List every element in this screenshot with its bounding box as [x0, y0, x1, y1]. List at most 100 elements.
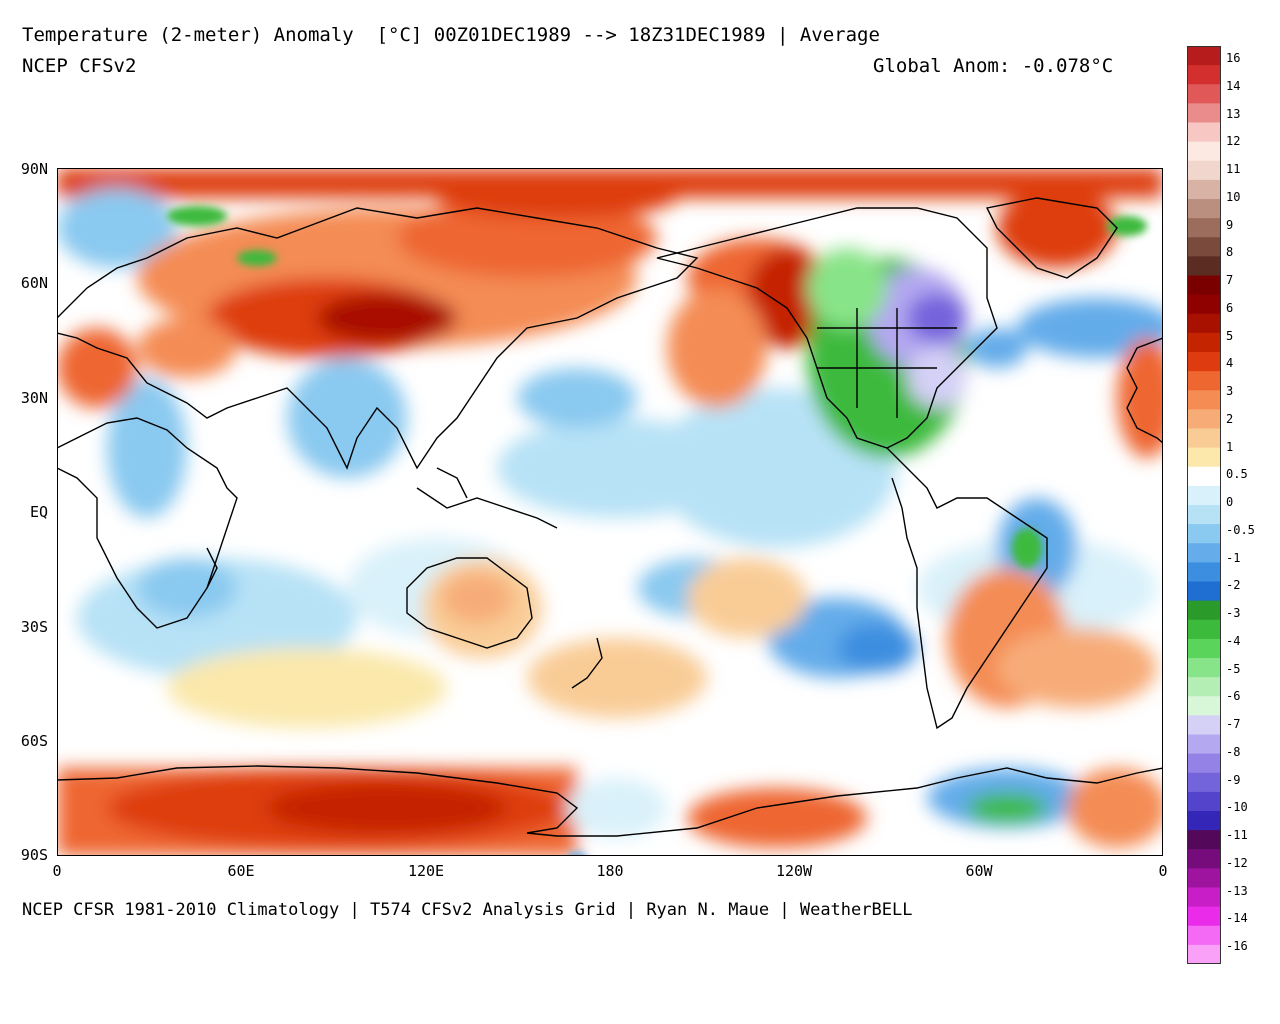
- colorbar-swatch: [1187, 696, 1221, 716]
- colorbar-label: 13: [1226, 106, 1241, 121]
- colorbar-swatch: [1187, 791, 1221, 812]
- lon-label: 60W: [965, 862, 993, 880]
- colorbar-swatch: [1187, 275, 1221, 296]
- colorbar-swatch: [1187, 332, 1221, 353]
- colorbar: [1187, 46, 1221, 964]
- colorbar-swatch: [1187, 179, 1221, 200]
- colorbar-swatch: [1187, 485, 1221, 506]
- colorbar-swatch: [1187, 600, 1221, 621]
- colorbar-swatch: [1187, 638, 1221, 659]
- colorbar-swatch: [1187, 543, 1221, 563]
- colorbar-swatch: [1187, 256, 1221, 276]
- colorbar-swatch: [1187, 734, 1221, 755]
- lon-label: 0: [1158, 862, 1168, 880]
- colorbar-label: 0: [1226, 495, 1234, 509]
- colorbar-swatch: [1187, 753, 1221, 774]
- anomaly-map: [57, 168, 1163, 856]
- colorbar-label: -6: [1226, 689, 1241, 704]
- lon-label: 120E: [407, 862, 445, 880]
- colorbar-swatch: [1187, 199, 1221, 219]
- colorbar-label: 3: [1226, 384, 1234, 398]
- colorbar-swatch: [1187, 868, 1221, 888]
- colorbar-label: 9: [1226, 217, 1234, 232]
- colorbar-label: -11: [1226, 828, 1248, 842]
- colorbar-swatch: [1187, 428, 1221, 449]
- colorbar-swatch: [1187, 160, 1221, 181]
- colorbar-label: -13: [1226, 883, 1248, 898]
- colorbar-swatch: [1187, 390, 1221, 410]
- colorbar-swatch: [1187, 658, 1221, 678]
- colorbar-swatch: [1187, 887, 1221, 908]
- map-title: Temperature (2-meter) Anomaly [°C] 00Z01…: [22, 24, 880, 46]
- colorbar-swatch: [1187, 811, 1221, 831]
- colorbar-label: -8: [1226, 744, 1241, 759]
- footer-credits: NCEP CFSR 1981-2010 Climatology | T574 C…: [22, 900, 913, 920]
- colorbar-swatch: [1187, 447, 1221, 468]
- colorbar-label: -9: [1226, 772, 1241, 787]
- lat-label: 60N: [20, 274, 48, 292]
- anomaly-field: [57, 168, 1163, 856]
- colorbar-swatch: [1187, 352, 1221, 372]
- lon-label: 60E: [227, 862, 255, 880]
- colorbar-label: 6: [1226, 300, 1234, 315]
- colorbar-swatch: [1187, 925, 1221, 946]
- colorbar-swatch: [1187, 122, 1221, 143]
- colorbar-swatch: [1187, 46, 1221, 66]
- colorbar-label: 4: [1226, 356, 1234, 371]
- colorbar-swatch: [1187, 141, 1221, 162]
- colorbar-label: 12: [1226, 134, 1241, 149]
- colorbar-swatch: [1187, 466, 1221, 487]
- colorbar-label: -2: [1226, 578, 1241, 593]
- colorbar-label: -0.5: [1226, 522, 1255, 537]
- coastlines: [57, 197, 1163, 837]
- colorbar-swatch: [1187, 830, 1221, 850]
- colorbar-label: 16: [1226, 51, 1241, 65]
- colorbar-label: 0.5: [1226, 467, 1248, 482]
- lat-label: 60S: [20, 732, 48, 750]
- colorbar-border: [1187, 46, 1221, 964]
- colorbar-swatch: [1187, 218, 1221, 238]
- colorbar-label: 2: [1226, 411, 1234, 426]
- colorbar-label: -1: [1226, 550, 1241, 565]
- colorbar-swatch: [1187, 677, 1221, 697]
- colorbar-label: 8: [1226, 245, 1234, 260]
- colorbar-swatch: [1187, 84, 1221, 104]
- lat-label: 30S: [20, 618, 48, 636]
- map-canvas: [57, 168, 1163, 856]
- colorbar-swatch: [1187, 944, 1221, 964]
- colorbar-swatch: [1187, 906, 1221, 927]
- colorbar-swatch: [1187, 562, 1221, 582]
- colorbar-label: 14: [1226, 78, 1241, 93]
- colorbar-label: 11: [1226, 162, 1241, 176]
- colorbar-label: -14: [1226, 911, 1248, 926]
- colorbar-swatch: [1187, 409, 1221, 429]
- colorbar-label: -7: [1226, 717, 1241, 731]
- colorbar-label: 5: [1226, 328, 1234, 343]
- lat-label: 90S: [20, 846, 48, 864]
- colorbar-swatch: [1187, 371, 1221, 391]
- colorbar-label: -5: [1226, 661, 1241, 676]
- colorbar-swatch: [1187, 65, 1221, 85]
- colorbar-label: -16: [1226, 939, 1248, 953]
- lat-label: EQ: [29, 503, 48, 521]
- colorbar-swatch: [1187, 849, 1221, 869]
- colorbar-swatch: [1187, 581, 1221, 602]
- colorbar-label: 7: [1226, 273, 1234, 287]
- model-name: NCEP CFSv2: [22, 55, 137, 77]
- lon-label: 180: [596, 862, 624, 880]
- colorbar-label: -12: [1226, 855, 1248, 870]
- colorbar-swatch: [1187, 505, 1221, 525]
- colorbar-swatch: [1187, 524, 1221, 544]
- lat-label: 90N: [20, 160, 48, 178]
- colorbar-label: -10: [1226, 800, 1248, 815]
- colorbar-swatch: [1187, 313, 1221, 334]
- colorbar-label: -3: [1226, 606, 1241, 620]
- lon-label: 120W: [775, 862, 813, 880]
- colorbar-swatch: [1187, 715, 1221, 735]
- global-anomaly: Global Anom: -0.078°C: [873, 55, 1114, 77]
- colorbar-swatch: [1187, 619, 1221, 640]
- colorbar-label: -4: [1226, 633, 1241, 648]
- colorbar-swatch: [1187, 103, 1221, 123]
- lon-label: 0: [52, 862, 62, 880]
- colorbar-swatch: [1187, 294, 1221, 315]
